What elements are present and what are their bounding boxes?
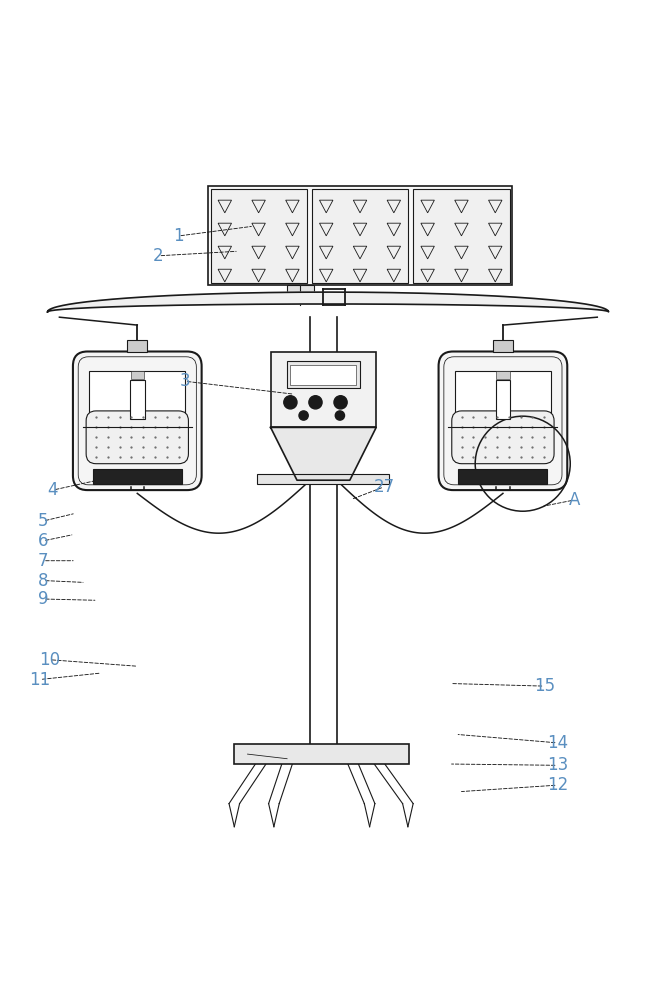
FancyBboxPatch shape bbox=[451, 411, 554, 464]
Bar bbox=[257, 474, 389, 484]
Bar bbox=[92, 469, 182, 484]
Text: 2: 2 bbox=[153, 247, 164, 265]
Bar bbox=[458, 469, 548, 484]
Circle shape bbox=[309, 396, 322, 409]
Bar bbox=[312, 189, 408, 283]
Bar bbox=[211, 189, 307, 283]
FancyBboxPatch shape bbox=[438, 352, 567, 490]
Bar bbox=[130, 380, 145, 419]
Circle shape bbox=[299, 411, 308, 420]
Text: 13: 13 bbox=[547, 756, 568, 774]
Circle shape bbox=[334, 396, 347, 409]
Text: 27: 27 bbox=[374, 478, 395, 496]
Text: 6: 6 bbox=[38, 532, 48, 550]
FancyBboxPatch shape bbox=[73, 352, 202, 490]
Bar bbox=[89, 371, 185, 427]
Bar bbox=[287, 286, 314, 302]
Text: 5: 5 bbox=[38, 512, 48, 530]
Bar bbox=[493, 340, 513, 352]
Bar bbox=[455, 371, 550, 427]
Bar bbox=[496, 380, 510, 419]
Text: 14: 14 bbox=[547, 734, 568, 752]
Text: 15: 15 bbox=[534, 677, 555, 695]
Bar bbox=[413, 189, 510, 283]
Text: 4: 4 bbox=[48, 481, 58, 499]
Text: 9: 9 bbox=[38, 590, 48, 608]
Polygon shape bbox=[48, 292, 609, 312]
Bar bbox=[234, 744, 409, 764]
Bar bbox=[131, 371, 144, 379]
Bar bbox=[290, 365, 356, 384]
Text: 10: 10 bbox=[39, 651, 60, 669]
Bar bbox=[496, 371, 510, 379]
Text: 12: 12 bbox=[547, 776, 568, 794]
Text: 1: 1 bbox=[173, 227, 183, 245]
Text: 3: 3 bbox=[180, 372, 190, 390]
Polygon shape bbox=[271, 427, 376, 480]
Bar bbox=[127, 340, 147, 352]
Bar bbox=[208, 186, 512, 285]
Text: 7: 7 bbox=[38, 552, 48, 570]
Text: 11: 11 bbox=[29, 671, 50, 689]
Bar bbox=[287, 361, 360, 388]
Circle shape bbox=[284, 396, 297, 409]
FancyBboxPatch shape bbox=[86, 411, 189, 464]
Bar bbox=[271, 352, 376, 427]
Text: A: A bbox=[568, 491, 580, 509]
Text: 8: 8 bbox=[38, 572, 48, 590]
Circle shape bbox=[335, 411, 345, 420]
